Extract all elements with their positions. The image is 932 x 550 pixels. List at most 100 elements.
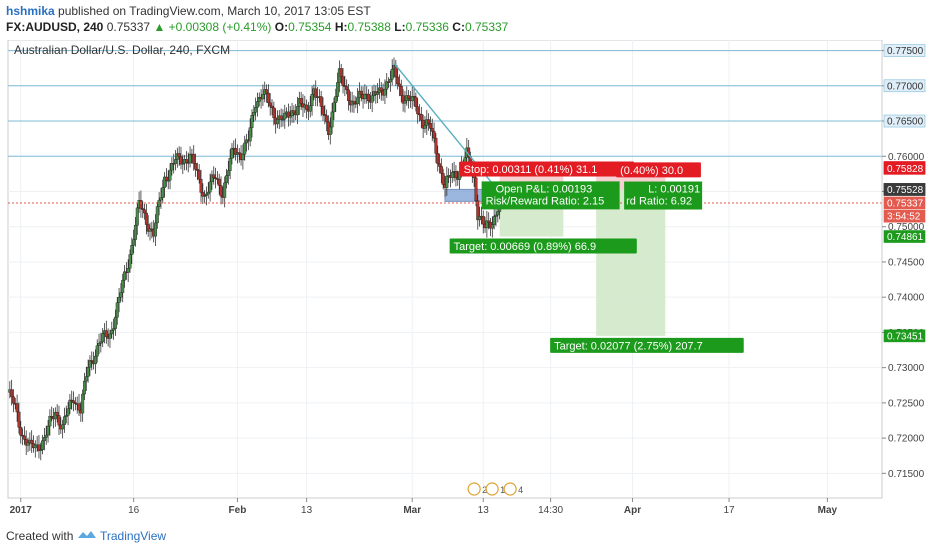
candle-body	[321, 106, 325, 115]
candle-body	[339, 68, 343, 77]
candle-body	[194, 163, 198, 170]
candle-body	[388, 78, 392, 83]
candle-body	[330, 111, 334, 128]
price-tag-label: 0.77000	[887, 81, 924, 92]
candle-body	[153, 222, 157, 237]
candle-body	[399, 86, 403, 96]
candle-body	[476, 200, 480, 221]
candle-body	[226, 170, 230, 176]
candle-body	[219, 185, 223, 197]
high-label: H:	[334, 20, 348, 34]
candle-body	[474, 177, 478, 201]
candle-body	[82, 380, 86, 395]
candle-body	[19, 427, 23, 436]
candle-body	[224, 175, 228, 184]
candle-body	[430, 128, 434, 132]
candle-body	[133, 225, 137, 240]
candle-body	[328, 126, 332, 135]
candle-body	[427, 119, 431, 124]
candle-body	[343, 85, 347, 87]
candle-body	[168, 169, 172, 181]
candle-body	[93, 355, 97, 365]
candle-body	[266, 92, 270, 104]
candle-body	[308, 105, 312, 112]
candle-body	[223, 182, 227, 198]
price-tag-label: 3:54:52	[887, 212, 921, 223]
y-tick-label: 0.73000	[888, 363, 925, 374]
chart-frame[interactable]: Stop: 0.00311 (0.41%) 31.1 Target: 0.0066…	[6, 40, 926, 520]
brand-link[interactable]: TradingView	[100, 529, 167, 543]
open-label: O:	[274, 20, 289, 34]
price-tag-label: 0.75337	[887, 198, 924, 209]
candle-body	[112, 328, 116, 331]
candle-body	[367, 94, 371, 102]
price-tag	[883, 196, 926, 210]
candle-body	[272, 107, 276, 119]
candle-body	[363, 93, 367, 100]
candle-body	[101, 333, 105, 343]
candle-body	[121, 279, 125, 293]
candle-body	[204, 193, 208, 196]
candle-body	[77, 403, 81, 411]
candle-body	[397, 83, 401, 87]
price-tag	[883, 44, 926, 57]
event-marker-count: 2	[482, 485, 487, 495]
price-tag	[883, 329, 926, 343]
pl-box-1	[481, 181, 620, 210]
candle-body	[161, 187, 165, 198]
candle-body	[234, 148, 238, 155]
candle-body	[275, 119, 279, 125]
last-price: 0.75337	[106, 20, 151, 34]
candle-body	[62, 416, 66, 425]
candle-body	[421, 119, 425, 129]
candle-body	[296, 106, 300, 116]
chart-title: Australian Dollar/U.S. Dollar, 240, FXCM	[14, 43, 230, 57]
candle-body	[283, 113, 287, 120]
candle-body	[325, 115, 329, 123]
candle-body	[17, 411, 21, 428]
candle-body	[292, 110, 296, 114]
candle-body	[41, 440, 45, 451]
candle-body	[66, 408, 70, 416]
candle-body	[370, 95, 374, 103]
candle-body	[88, 360, 92, 368]
candle-body	[450, 172, 454, 178]
y-tick-label: 0.75000	[888, 222, 925, 233]
candle-body	[155, 206, 159, 224]
candle-body	[119, 292, 123, 298]
candle-body	[496, 211, 500, 216]
candle-body	[441, 173, 445, 185]
stop-label-2: (0.40%) 30.0	[620, 165, 683, 177]
candle-body	[434, 137, 438, 154]
tradingview-logo-icon	[78, 531, 96, 538]
candle-body	[341, 76, 345, 86]
author-name[interactable]: hshmika	[6, 4, 55, 18]
stop-label-1-bg	[459, 161, 635, 177]
candle-body	[203, 195, 207, 197]
x-tick-label: Apr	[624, 505, 641, 516]
candle-body	[214, 177, 218, 179]
candle-body	[33, 444, 37, 449]
candle-body	[164, 176, 168, 181]
y-tick-label: 0.72500	[888, 398, 925, 409]
price-tag-label: 0.77500	[887, 46, 924, 57]
candle-body	[252, 112, 256, 116]
candle-body	[48, 416, 52, 427]
candle-body	[261, 94, 265, 100]
target-label-2-bg	[550, 337, 744, 353]
candle-body	[241, 154, 245, 161]
event-marker-icon	[485, 482, 499, 496]
candle-body	[195, 169, 199, 171]
x-tick-label: 13	[478, 505, 490, 516]
y-tick-label: 0.71500	[888, 469, 925, 480]
candle-body	[117, 296, 121, 303]
candlestick-chart[interactable]: Stop: 0.00311 (0.41%) 31.1 Target: 0.0066…	[6, 40, 926, 520]
candle-body	[10, 389, 14, 397]
x-tick-label: 16	[128, 505, 140, 516]
candle-body	[481, 215, 485, 225]
stop-label-2-bg	[616, 162, 701, 178]
rr-label-1: Risk/Reward Ratio: 2.15	[486, 195, 605, 207]
price-tag-label: 0.73451	[887, 331, 924, 342]
candle-body	[26, 442, 30, 446]
candle-body	[215, 178, 219, 180]
